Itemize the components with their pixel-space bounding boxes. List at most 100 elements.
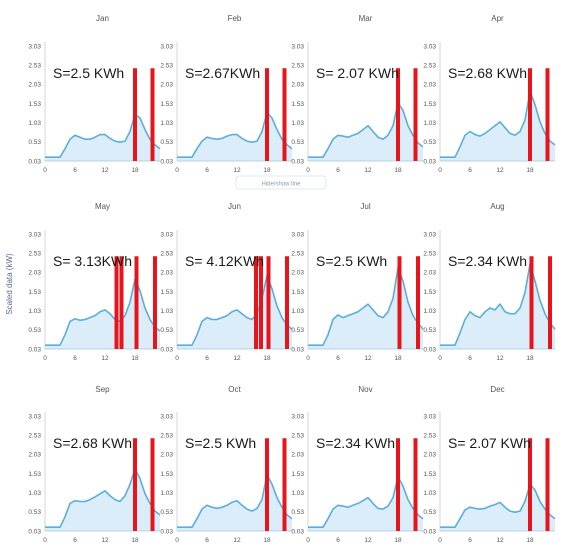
y-tick-label: 0.03 (28, 528, 41, 535)
load-line (308, 101, 424, 158)
y-tick-label: 0.53 (160, 139, 173, 146)
y-tick-label: 3.03 (160, 413, 173, 420)
y-tick-label: 3.03 (423, 231, 436, 238)
panel-title: Nov (358, 385, 372, 394)
y-tick-label: 0.03 (160, 346, 173, 353)
x-tick-label: 18 (526, 355, 534, 362)
x-tick-label: 6 (73, 167, 77, 174)
load-line (308, 266, 424, 346)
y-tick-label: 2.03 (160, 270, 173, 277)
y-tick-label: 2.53 (28, 250, 41, 257)
energy-label: S=2.5 KWh (53, 65, 124, 81)
red-marker-bar (545, 438, 550, 531)
energy-label: S=2.5 KWh (185, 435, 256, 451)
red-marker-bar (150, 68, 155, 161)
y-tick-label: 3.03 (291, 231, 304, 238)
x-tick-label: 6 (73, 537, 77, 544)
panel-title: Feb (228, 14, 242, 23)
y-tick-label: 1.03 (423, 308, 436, 315)
energy-label: S=2.68 KWh (448, 65, 527, 81)
y-tick-label: 1.53 (28, 289, 41, 296)
y-tick-label: 2.03 (28, 452, 41, 459)
hover-badge-box[interactable] (235, 175, 327, 190)
month-panel-jul: Jul 0.03 0.53 1.03 1.53 2.03 2.53 3.03 0 6 12 18 S=2… (291, 202, 424, 362)
x-tick-label: 18 (131, 167, 139, 174)
x-tick-label: 6 (468, 537, 472, 544)
month-panel-may: May 0.03 0.53 1.03 1.53 2.03 2.53 3.03 0 6 12 18 S= … (28, 202, 161, 362)
month-panel-dec: Dec 0.03 0.53 1.03 1.53 2.03 2.53 3.03 0 6 12 18 S= … (423, 385, 556, 544)
hover-badge[interactable]: Hide/show line (235, 175, 327, 190)
x-tick-label: 0 (306, 355, 310, 362)
red-marker-bar (396, 438, 400, 531)
load-line (440, 483, 556, 528)
load-area (45, 468, 160, 531)
red-marker-bar (133, 438, 137, 531)
load-area (440, 484, 555, 531)
y-tick-label: 1.53 (160, 101, 173, 108)
y-tick-label: 3.03 (423, 43, 436, 50)
panel-title: Dec (490, 385, 504, 394)
y-tick-label: 1.53 (423, 101, 436, 108)
energy-label: S=2.68 KWh (53, 435, 132, 451)
y-tick-label: 1.53 (291, 289, 304, 296)
y-tick-label: 2.03 (423, 270, 436, 277)
y-axis-label: Scaled data (kW) (5, 253, 14, 315)
y-tick-label: 0.03 (28, 346, 41, 353)
y-tick-label: 3.03 (160, 43, 173, 50)
load-area (45, 114, 160, 161)
red-marker-bar (119, 256, 124, 349)
load-line (177, 473, 293, 528)
panel-title: May (95, 202, 110, 211)
x-tick-label: 0 (438, 167, 442, 174)
load-line (45, 113, 161, 158)
red-marker-bar (416, 256, 420, 349)
y-tick-label: 2.03 (423, 452, 436, 459)
energy-label: S=2.34 KWh (316, 435, 395, 451)
y-tick-label: 2.53 (28, 62, 41, 69)
energy-label: S=2.67KWh (185, 65, 260, 81)
y-tick-label: 2.53 (160, 250, 173, 257)
load-area (440, 91, 555, 161)
panel-title: Jul (360, 202, 370, 211)
x-tick-label: 18 (263, 355, 271, 362)
red-marker-bar (413, 68, 418, 161)
y-tick-label: 1.53 (423, 471, 436, 478)
y-tick-label: 1.03 (28, 120, 41, 127)
y-tick-label: 3.03 (28, 43, 41, 50)
x-tick-label: 0 (43, 537, 47, 544)
hover-badge-text[interactable]: Hide/show line (261, 182, 301, 188)
x-tick-label: 6 (336, 537, 340, 544)
load-area (308, 102, 423, 161)
red-marker-bar (548, 256, 552, 349)
y-tick-label: 3.03 (28, 413, 41, 420)
load-area (177, 112, 292, 161)
y-tick-label: 1.03 (160, 308, 173, 315)
y-tick-label: 0.03 (160, 158, 173, 165)
x-tick-label: 12 (364, 537, 372, 544)
x-tick-label: 0 (438, 537, 442, 544)
x-tick-label: 6 (468, 167, 472, 174)
y-tick-label: 3.03 (28, 231, 41, 238)
y-tick-label: 1.03 (28, 308, 41, 315)
x-tick-label: 0 (175, 167, 179, 174)
x-tick-label: 6 (336, 355, 340, 362)
red-marker-bar (259, 256, 263, 349)
y-tick-label: 1.03 (423, 120, 436, 127)
panel-title: Jan (96, 14, 109, 23)
y-tick-label: 0.53 (28, 327, 41, 334)
x-tick-label: 12 (496, 167, 504, 174)
y-tick-label: 0.53 (28, 139, 41, 146)
x-tick-label: 0 (175, 537, 179, 544)
y-tick-label: 0.03 (160, 528, 173, 535)
red-marker-bar (528, 438, 532, 531)
y-tick-label: 0.53 (291, 327, 304, 334)
x-tick-label: 18 (526, 537, 534, 544)
y-tick-label: 0.53 (291, 139, 304, 146)
x-tick-label: 12 (233, 167, 241, 174)
panel-title: Aug (490, 202, 504, 211)
y-tick-label: 2.03 (160, 82, 173, 89)
y-tick-label: 2.03 (291, 452, 304, 459)
load-line (45, 468, 161, 528)
y-tick-label: 1.03 (291, 120, 304, 127)
